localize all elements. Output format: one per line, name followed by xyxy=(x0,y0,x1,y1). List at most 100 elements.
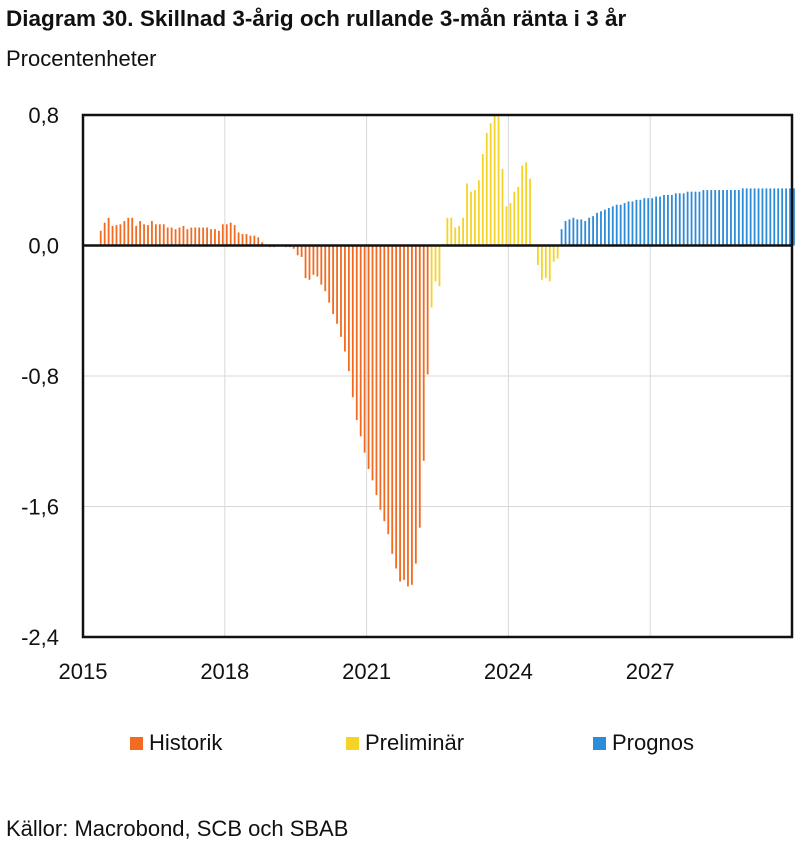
bar-prognos xyxy=(588,217,591,246)
bar-prognos xyxy=(607,207,610,246)
bar-prognos xyxy=(615,204,618,246)
bar-historik xyxy=(383,245,386,522)
bar-preliminär xyxy=(552,245,555,262)
x-tick-label: 2015 xyxy=(59,659,108,684)
bar-historik xyxy=(123,221,126,246)
bar-historik xyxy=(107,217,110,246)
legend-swatch xyxy=(593,736,606,750)
bar-prognos xyxy=(659,196,661,246)
legend-label: Historik xyxy=(149,730,223,755)
bar-prognos xyxy=(686,191,689,246)
bar-historik xyxy=(151,221,153,246)
bar-prognos xyxy=(627,201,630,246)
bar-historik xyxy=(241,234,244,246)
bar-prognos xyxy=(769,188,772,246)
bar-historik xyxy=(103,222,106,246)
bar-preliminär xyxy=(446,217,449,246)
bar-historik xyxy=(324,245,327,292)
bar-historik xyxy=(119,224,122,246)
bar-historik xyxy=(111,225,114,246)
bar-historik xyxy=(131,217,134,246)
bar-historik xyxy=(253,235,256,246)
bar-prognos xyxy=(741,188,744,246)
bar-prognos xyxy=(726,190,728,246)
bar-historik xyxy=(143,224,145,246)
bar-historik xyxy=(379,245,382,510)
bar-historik xyxy=(418,245,421,528)
bar-prognos xyxy=(655,196,658,246)
bar-historik xyxy=(426,245,429,375)
bar-prognos xyxy=(674,193,677,246)
bar-historik xyxy=(367,245,370,469)
bar-preliminär xyxy=(525,162,528,246)
bar-preliminär xyxy=(540,245,543,280)
bar-preliminär xyxy=(556,245,559,259)
bar-prognos xyxy=(682,193,685,246)
bar-historik xyxy=(210,229,212,246)
bar-historik xyxy=(147,225,149,246)
bar-prognos xyxy=(576,219,579,246)
bar-preliminär xyxy=(505,206,508,246)
bar-historik xyxy=(336,245,338,324)
bar-prognos xyxy=(604,209,606,246)
bar-historik xyxy=(316,245,319,277)
y-tick-label: 0,8 xyxy=(28,103,59,128)
bar-preliminär xyxy=(474,190,476,246)
bar-historik xyxy=(139,221,142,246)
x-tick-label: 2024 xyxy=(484,659,533,684)
bar-historik xyxy=(359,245,362,437)
bar-preliminär xyxy=(521,165,524,246)
bar-prognos xyxy=(572,217,575,246)
bar-historik xyxy=(178,227,181,246)
bar-historik xyxy=(387,245,390,535)
bar-historik xyxy=(296,245,299,256)
bar-prognos xyxy=(560,229,563,246)
bar-preliminär xyxy=(458,225,461,246)
legend-swatch xyxy=(346,736,359,750)
bar-preliminär xyxy=(470,191,472,246)
bar-preliminär xyxy=(501,168,504,246)
bar-prognos xyxy=(702,190,705,246)
bar-prognos xyxy=(737,190,740,246)
legend-label: Prognos xyxy=(612,730,694,755)
bar-historik xyxy=(257,237,260,246)
chart-subtitle: Procentenheter xyxy=(6,46,157,71)
bar-prognos xyxy=(745,188,748,246)
bar-prognos xyxy=(592,216,594,246)
bar-historik xyxy=(249,235,252,246)
bar-preliminär xyxy=(509,203,512,246)
bar-preliminär xyxy=(517,186,520,246)
bar-preliminär xyxy=(438,245,441,287)
bar-historik xyxy=(340,245,342,337)
bar-preliminär xyxy=(493,115,496,246)
bar-preliminär xyxy=(489,123,492,246)
bar-preliminär xyxy=(544,245,547,279)
bar-historik xyxy=(407,245,409,587)
bar-historik xyxy=(206,227,208,246)
bar-historik xyxy=(375,245,378,496)
bar-preliminär xyxy=(430,245,433,308)
bar-preliminär xyxy=(497,116,500,246)
bar-historik xyxy=(186,229,189,246)
bar-historik xyxy=(410,245,413,585)
bar-preliminär xyxy=(434,245,437,282)
bar-preliminär xyxy=(529,178,531,246)
bar-prognos xyxy=(730,190,732,246)
bar-prognos xyxy=(694,191,697,246)
bar-historik xyxy=(158,224,161,246)
bar-historik xyxy=(245,234,248,246)
bar-prognos xyxy=(580,219,583,246)
legend-item-historik: Historik xyxy=(130,730,222,756)
legend-item-prognos: Prognos xyxy=(593,730,694,756)
bar-historik xyxy=(221,224,224,246)
bar-prognos xyxy=(647,198,650,246)
bar-historik xyxy=(332,245,335,315)
bar-historik xyxy=(391,245,394,554)
bar-prognos xyxy=(710,190,713,246)
bar-prognos xyxy=(584,221,587,246)
bar-prognos xyxy=(753,188,756,246)
bar-historik xyxy=(414,245,417,564)
bar-prognos xyxy=(619,204,622,246)
bar-prognos xyxy=(564,221,567,246)
